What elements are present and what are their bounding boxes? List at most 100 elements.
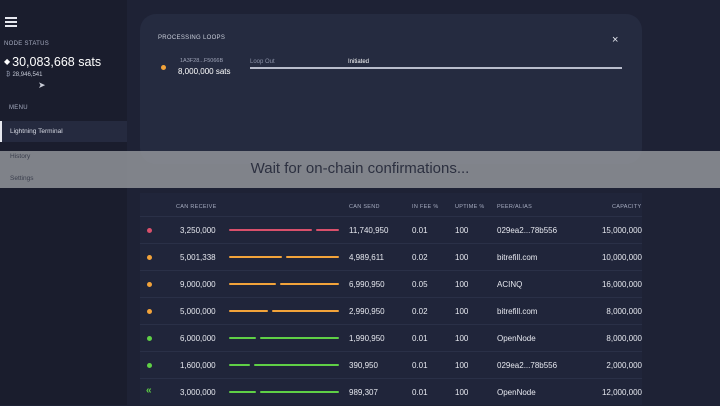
- in-fee-value: 0.01: [412, 388, 428, 397]
- in-fee-value: 0.02: [412, 253, 428, 262]
- peer-alias-value: bitrefill.com: [497, 307, 538, 316]
- table-row[interactable]: 5,000,000 2,990,950 0.02 100 bitrefill.com 8,…: [140, 297, 642, 325]
- peer-alias-value: ACINQ: [497, 280, 523, 289]
- can-send-value: 989,307: [349, 388, 378, 397]
- sidebar-item-lightning-terminal[interactable]: Lightning Terminal: [0, 121, 127, 142]
- channels-table: [140, 193, 642, 405]
- overlay-message: Wait for on-chain confirmations...: [250, 160, 470, 177]
- processing-loops-panel: PROCESSING LOOPS × 1A3F28...F5066B 8,000…: [140, 14, 642, 164]
- can-send-value: 11,740,950: [349, 226, 389, 235]
- header-can-send[interactable]: CAN SEND: [349, 204, 380, 210]
- balance-bar-local: [229, 229, 312, 231]
- menu-label: MENU: [9, 105, 28, 111]
- balance-bar-remote: [254, 364, 339, 366]
- loop-status: Initiated: [348, 59, 370, 65]
- onchain-balance: ₿ 28,946,541: [6, 72, 43, 78]
- can-send-value: 390,950: [349, 361, 378, 370]
- channel-status-dot: [147, 363, 152, 368]
- lightning-icon: ◆: [4, 57, 11, 66]
- table-row[interactable]: « 3,000,000 989,307 0.01 100 OpenNode 12,000,0…: [140, 378, 642, 406]
- capacity-value: 8,000,000: [606, 334, 642, 343]
- capacity-value: 10,000,000: [601, 253, 642, 262]
- peer-alias-value: 029ea2...78b556: [497, 361, 558, 370]
- balance-bar-remote: [260, 337, 339, 339]
- table-row[interactable]: 3,250,000 11,740,950 0.01 100 029ea2...78b55…: [140, 216, 642, 244]
- hamburger-menu-icon[interactable]: [5, 17, 17, 27]
- loop-progress-fill: [250, 67, 622, 69]
- header-can-receive[interactable]: CAN RECEIVE: [176, 204, 217, 210]
- uptime-value: 100: [455, 334, 469, 343]
- close-icon[interactable]: ×: [612, 34, 619, 46]
- in-fee-value: 0.01: [412, 226, 428, 235]
- node-status-label: NODE STATUS: [4, 41, 50, 47]
- loop-id: 1A3F28...F5066B: [180, 58, 224, 64]
- header-in-fee[interactable]: IN FEE %: [412, 204, 439, 210]
- balance-bar-local: [229, 283, 276, 285]
- can-receive-value: 3,000,000: [180, 388, 216, 397]
- loop-type: Loop Out: [250, 59, 275, 65]
- balance-bar-local: [229, 310, 268, 312]
- loop-amount: 8,000,000 sats: [178, 67, 231, 76]
- loop-progress-bar: [250, 67, 622, 69]
- mouse-cursor-icon: ➤: [38, 80, 46, 90]
- can-receive-value: 5,001,338: [180, 253, 216, 262]
- node-balance: ◆ 30,083,668 sats: [4, 55, 102, 69]
- balance-bar-local: [229, 256, 282, 258]
- capacity-value: 16,000,000: [601, 280, 642, 289]
- balance-bar-remote: [272, 310, 339, 312]
- can-send-value: 6,990,950: [349, 280, 385, 289]
- balance-bar-local: [229, 391, 256, 393]
- can-receive-value: 3,250,000: [180, 226, 216, 235]
- can-receive-value: 9,000,000: [180, 280, 216, 289]
- capacity-value: 15,000,000: [601, 226, 642, 235]
- uptime-value: 100: [455, 280, 469, 289]
- in-fee-value: 0.02: [412, 307, 428, 316]
- balance-bar-remote: [316, 229, 339, 231]
- header-peer[interactable]: PEER/ALIAS: [497, 204, 533, 210]
- chevrons-left-icon: «: [146, 385, 152, 396]
- header-uptime[interactable]: UPTIME %: [455, 204, 485, 210]
- in-fee-value: 0.01: [412, 361, 428, 370]
- table-row[interactable]: 5,001,338 4,989,611 0.02 100 bitrefill.com 10…: [140, 243, 642, 271]
- table-row[interactable]: 1,600,000 390,950 0.01 100 029ea2...78b556 2,…: [140, 351, 642, 379]
- can-send-value: 4,989,611: [349, 253, 384, 262]
- can-receive-value: 5,000,000: [180, 307, 216, 316]
- bitcoin-icon: ₿: [6, 72, 11, 78]
- channel-status-dot: [147, 336, 152, 341]
- uptime-value: 100: [455, 253, 469, 262]
- can-send-value: 2,990,950: [349, 307, 385, 316]
- capacity-value: 2,000,000: [606, 361, 642, 370]
- header-capacity[interactable]: CAPACITY: [612, 204, 642, 210]
- channel-status-dot: [147, 309, 152, 314]
- sidebar-item-settings[interactable]: Settings: [10, 175, 34, 182]
- balance-bar-remote: [286, 256, 339, 258]
- channel-status-dot: [147, 228, 152, 233]
- channel-status-dot: [147, 255, 152, 260]
- table-row[interactable]: 9,000,000 6,990,950 0.05 100 ACINQ 16,000,000: [140, 270, 642, 298]
- sidebar: NODE STATUS ◆ 30,083,668 sats ₿ 28,946,541…: [0, 0, 127, 405]
- can-send-value: 1,990,950: [349, 334, 385, 343]
- uptime-value: 100: [455, 361, 469, 370]
- uptime-value: 100: [455, 388, 469, 397]
- uptime-value: 100: [455, 226, 469, 235]
- can-receive-value: 6,000,000: [180, 334, 216, 343]
- uptime-value: 100: [455, 307, 469, 316]
- peer-alias-value: OpenNode: [497, 388, 536, 397]
- balance-bar-remote: [260, 391, 339, 393]
- loop-status-dot: [161, 65, 166, 70]
- balance-bar-local: [229, 337, 256, 339]
- table-row[interactable]: 6,000,000 1,990,950 0.01 100 OpenNode 8,000,0…: [140, 324, 642, 352]
- in-fee-value: 0.01: [412, 334, 428, 343]
- can-receive-value: 1,600,000: [180, 361, 216, 370]
- capacity-value: 8,000,000: [606, 307, 642, 316]
- peer-alias-value: OpenNode: [497, 334, 536, 343]
- sidebar-item-history[interactable]: History: [10, 153, 31, 160]
- balance-bar-local: [229, 364, 250, 366]
- channel-status-dot: [147, 282, 152, 287]
- peer-alias-value: bitrefill.com: [497, 253, 538, 262]
- panel-title: PROCESSING LOOPS: [158, 35, 226, 41]
- balance-bar-remote: [280, 283, 339, 285]
- loading-overlay: History Settings Wait for on-chain confi…: [0, 151, 720, 188]
- in-fee-value: 0.05: [412, 280, 428, 289]
- capacity-value: 12,000,000: [601, 388, 642, 397]
